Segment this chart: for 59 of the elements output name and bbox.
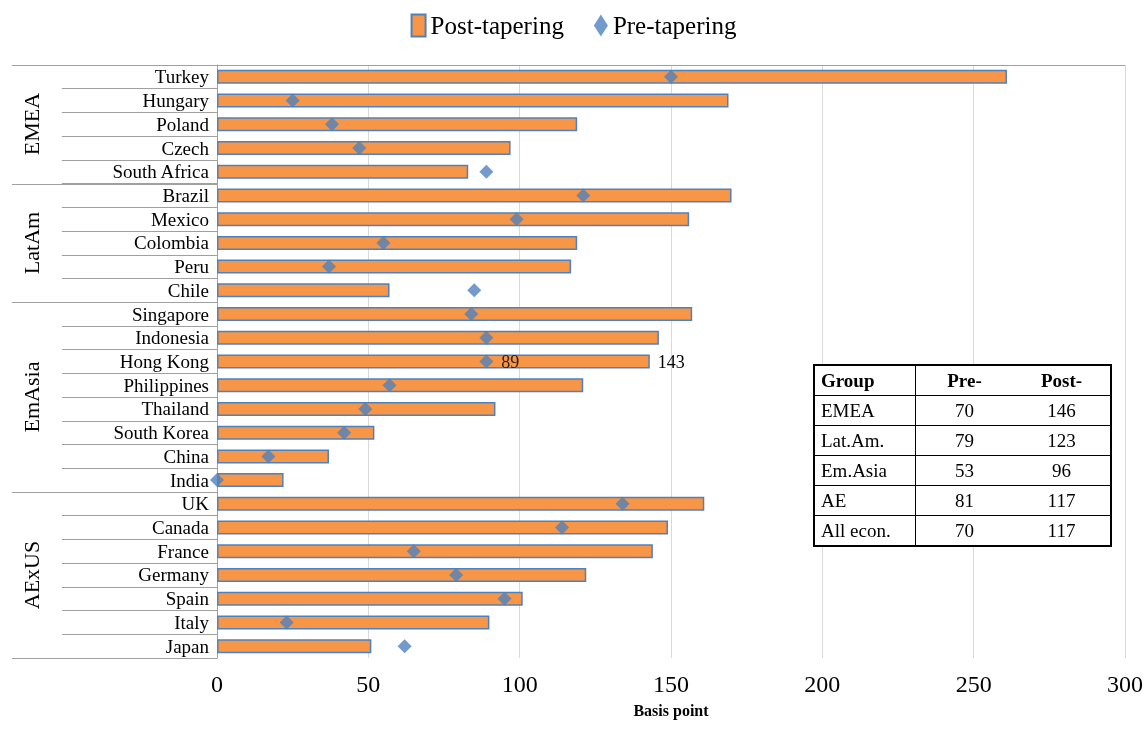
y-tick-label: Chile <box>167 279 209 301</box>
annotation: 53 <box>915 455 1013 486</box>
y-tick-label: Philippines <box>123 374 209 396</box>
legend-label: Pre-tapering <box>612 12 737 39</box>
data-label: 89 <box>501 351 520 372</box>
annotation: Em.Asia <box>814 455 916 486</box>
y-tick-label: Hungary <box>142 90 210 112</box>
annotation: Lat.Am. <box>814 425 916 456</box>
x-tick-label: 300 <box>1107 671 1143 697</box>
y-tick-label: Spain <box>165 588 210 610</box>
y-tick-label: China <box>163 445 210 467</box>
annotation: 96 <box>1013 455 1111 486</box>
y-tick-label: India <box>169 469 210 491</box>
annotation: 123 <box>1013 425 1111 456</box>
y-tick-label: Thailand <box>141 398 210 420</box>
annotation: 146 <box>1013 395 1111 426</box>
y-tick-label: Canada <box>152 517 210 539</box>
y-tick-label: Japan <box>165 635 210 657</box>
annotation: 81 <box>915 485 1013 516</box>
y-tick-label: Turkey <box>154 66 210 88</box>
data-label: 143 <box>657 351 685 372</box>
text: EmAsia <box>18 361 45 433</box>
x-tick-label: 50 <box>356 671 381 697</box>
text: EMEA <box>19 93 46 156</box>
text: AExUS <box>19 540 46 610</box>
x-tick-label: 100 <box>501 671 538 697</box>
y-tick-label: Mexico <box>150 208 209 230</box>
y-tick-label: Italy <box>174 611 210 633</box>
x-tick-label: 200 <box>804 671 841 697</box>
annotation: 70 <box>915 515 1013 546</box>
annotation: 79 <box>915 425 1013 456</box>
y-tick-label: Poland <box>156 113 210 135</box>
y-tick-label: Peru <box>174 256 210 278</box>
x-tick-label: 250 <box>955 671 992 697</box>
x-axis-title: Basis point <box>633 701 710 720</box>
annotation: 70 <box>915 395 1013 426</box>
y-tick-label: Brazil <box>162 184 209 206</box>
y-tick-label: France <box>157 540 209 562</box>
y-tick-label: Czech <box>161 137 210 159</box>
x-tick-label: 0 <box>211 671 223 697</box>
annotation: Group <box>814 365 916 396</box>
x-tick-label: 150 <box>653 671 689 697</box>
annotation: All econ. <box>814 515 916 546</box>
y-tick-label: Indonesia <box>135 327 210 349</box>
annotation: 117 <box>1013 515 1111 546</box>
annotation: Post- <box>1013 365 1111 396</box>
annotation: EMEA <box>814 395 916 426</box>
annotation: AE <box>814 485 916 516</box>
legend-label: Post-tapering <box>430 12 565 39</box>
y-tick-label: Singapore <box>131 303 209 325</box>
y-tick-label: South Africa <box>112 161 210 183</box>
y-tick-label: Germany <box>138 564 210 586</box>
y-tick-label: Hong Kong <box>119 351 210 372</box>
text: LatAm <box>19 211 46 275</box>
annotation: Pre- <box>915 365 1013 396</box>
annotation: 117 <box>1013 485 1111 516</box>
y-tick-label: South Korea <box>113 422 210 444</box>
y-tick-label: UK <box>181 493 210 515</box>
y-tick-label: Colombia <box>134 232 210 254</box>
